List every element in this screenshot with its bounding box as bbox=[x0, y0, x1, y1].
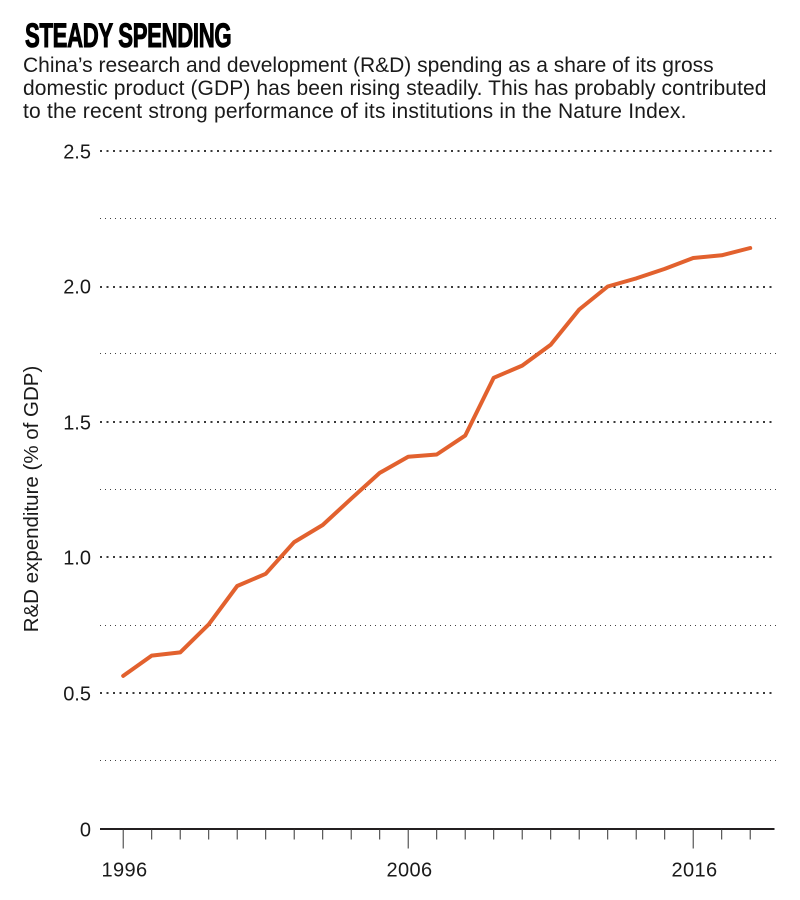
svg-text:1.5: 1.5 bbox=[63, 412, 91, 434]
svg-text:2.0: 2.0 bbox=[63, 276, 91, 298]
svg-text:0.5: 0.5 bbox=[63, 683, 91, 705]
svg-text:0: 0 bbox=[80, 819, 91, 841]
svg-text:2006: 2006 bbox=[386, 860, 432, 882]
svg-text:R&D expenditure (% of GDP): R&D expenditure (% of GDP) bbox=[20, 366, 43, 633]
svg-text:2016: 2016 bbox=[671, 860, 717, 882]
svg-text:1996: 1996 bbox=[101, 860, 147, 882]
svg-text:2.5: 2.5 bbox=[63, 141, 91, 163]
svg-text:1.0: 1.0 bbox=[63, 547, 91, 569]
